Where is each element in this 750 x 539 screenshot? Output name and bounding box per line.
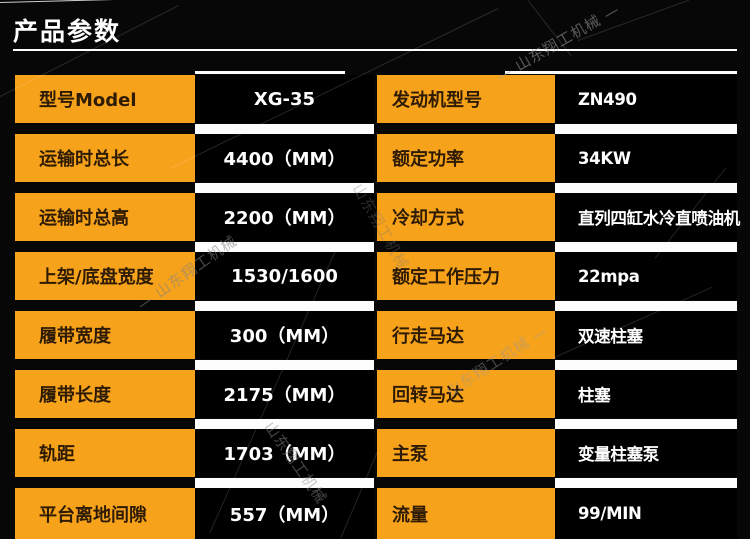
param-label: 轨距 — [15, 429, 195, 477]
table-row: 上架/底盘宽度 1530/1600 额定工作压力 22mpa — [0, 242, 750, 300]
row-separator — [555, 478, 737, 488]
param-value: 300（MM） — [195, 311, 374, 359]
param-value: 双速柱塞 — [555, 311, 737, 359]
top-edge-line — [0, 0, 215, 3]
param-label: 额定工作压力 — [377, 252, 555, 300]
row-separator — [555, 360, 737, 370]
param-value: XG-35 — [195, 75, 374, 123]
param-label: 主泵 — [377, 429, 555, 477]
table-row: 型号Model XG-35 发动机型号 ZN490 — [0, 75, 750, 123]
param-value: 4400（MM） — [195, 134, 374, 182]
param-label: 运输时总长 — [15, 134, 195, 182]
param-label: 发动机型号 — [377, 75, 555, 123]
param-value: 直列四缸水冷直喷油机 — [555, 193, 740, 241]
param-label: 冷却方式 — [377, 193, 555, 241]
row-separator — [555, 301, 737, 311]
param-label: 履带长度 — [15, 370, 195, 418]
row-separator — [555, 124, 737, 134]
param-label: 流量 — [377, 488, 555, 539]
param-value: 557（MM） — [195, 488, 374, 539]
param-label: 回转马达 — [377, 370, 555, 418]
row-separator — [195, 478, 374, 488]
param-value: 1530/1600 — [195, 252, 374, 300]
row-separator — [195, 301, 374, 311]
param-value: 2200（MM） — [195, 193, 374, 241]
param-value: 2175（MM） — [195, 370, 374, 418]
title-underline — [13, 49, 737, 51]
param-value: 22mpa — [555, 252, 737, 300]
table-row: 平台离地间隙 557（MM） 流量 99/MIN — [0, 478, 750, 539]
row-separator — [195, 360, 374, 370]
param-label: 上架/底盘宽度 — [15, 252, 195, 300]
table-row: 履带宽度 300（MM） 行走马达 双速柱塞 — [0, 301, 750, 359]
page-title: 产品参数 — [13, 17, 122, 46]
table-row: 运输时总高 2200（MM） 冷却方式 直列四缸水冷直喷油机 — [0, 183, 750, 241]
param-value: 柱塞 — [555, 370, 737, 418]
param-value: 34KW — [555, 134, 737, 182]
param-value: 99/MIN — [555, 488, 737, 539]
param-label: 型号Model — [15, 75, 195, 123]
row-separator — [195, 419, 374, 429]
value-column-topline-left — [195, 71, 345, 74]
param-label: 履带宽度 — [15, 311, 195, 359]
param-value: 变量柱塞泵 — [555, 429, 737, 477]
param-label: 行走马达 — [377, 311, 555, 359]
row-separator — [195, 183, 374, 193]
table-row: 轨距 1703（MM） 主泵 变量柱塞泵 — [0, 419, 750, 477]
table-row: 运输时总长 4400（MM） 额定功率 34KW — [0, 124, 750, 182]
param-label: 平台离地间隙 — [15, 488, 195, 539]
row-separator — [195, 242, 374, 252]
row-separator — [555, 419, 737, 429]
param-value: 1703（MM） — [195, 429, 374, 477]
table-row: 履带长度 2175（MM） 回转马达 柱塞 — [0, 360, 750, 418]
value-column-topline-right — [505, 71, 737, 74]
row-separator — [555, 183, 737, 193]
param-label: 额定功率 — [377, 134, 555, 182]
param-value: ZN490 — [555, 75, 737, 123]
param-label: 运输时总高 — [15, 193, 195, 241]
row-separator — [195, 124, 374, 134]
row-separator — [555, 242, 737, 252]
